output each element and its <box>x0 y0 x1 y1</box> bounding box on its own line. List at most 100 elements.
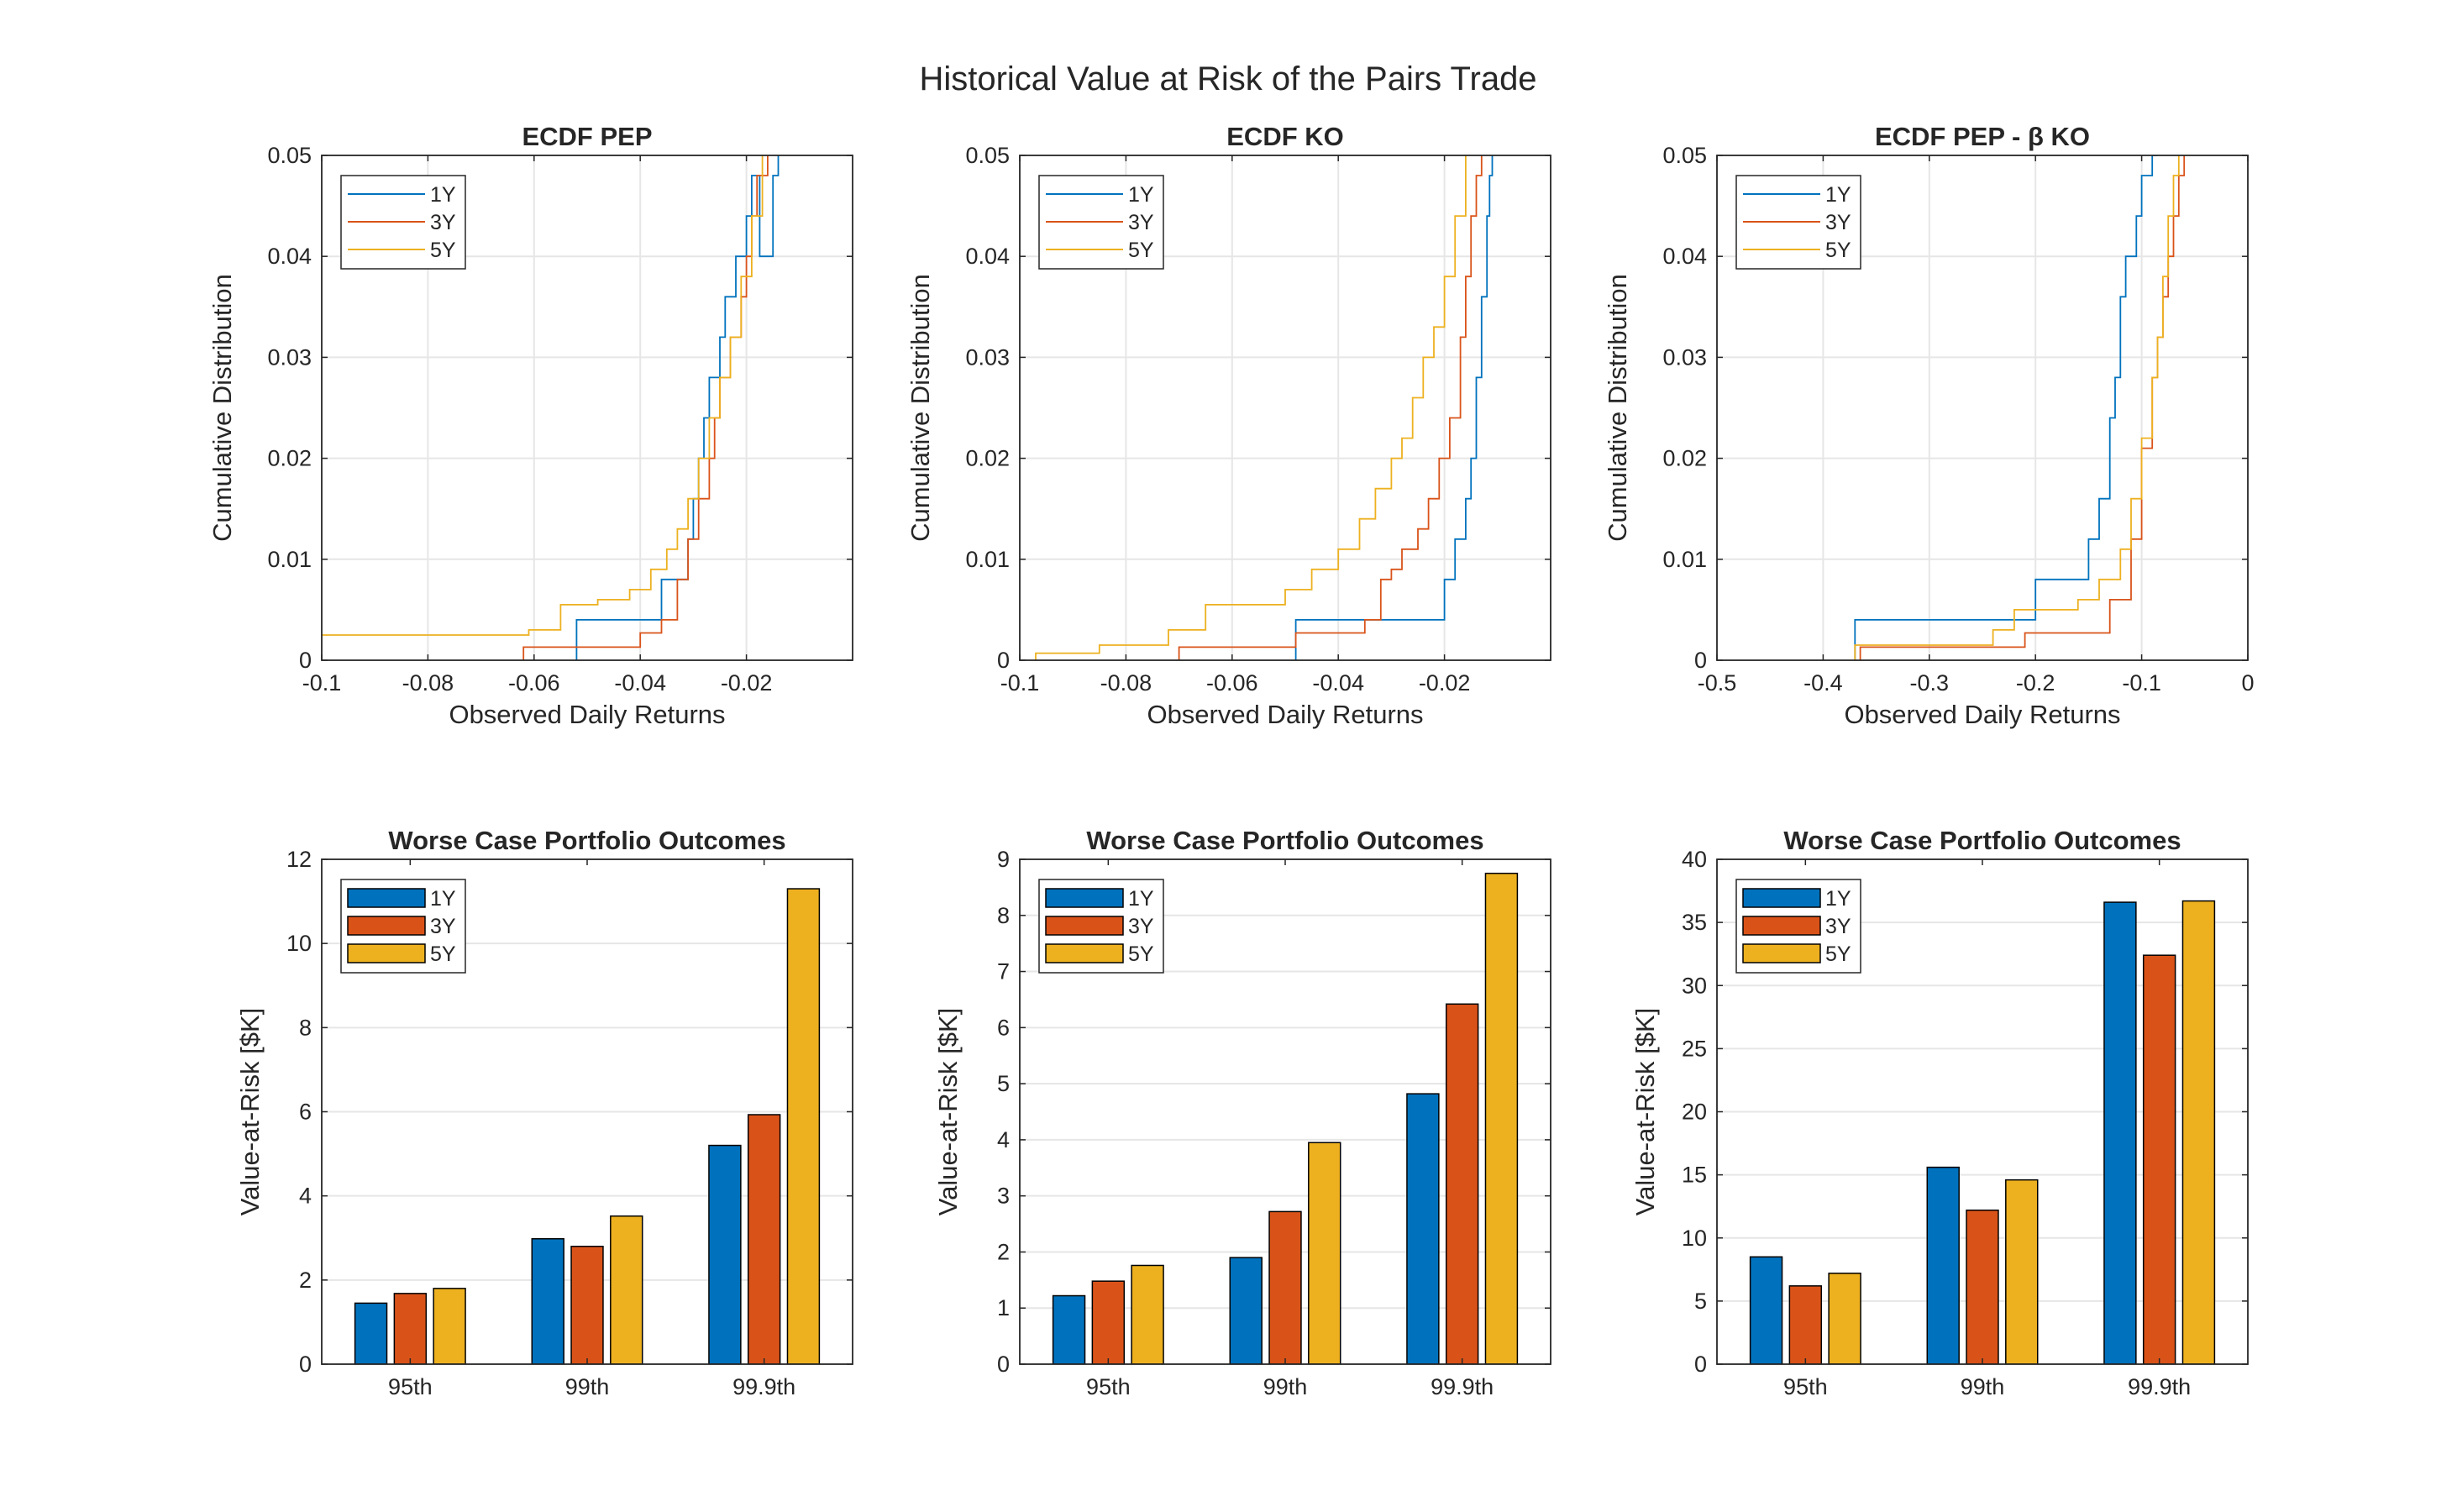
x-tick-label: 99.9th <box>2128 1374 2191 1399</box>
x-tick-label: -0.02 <box>721 670 773 696</box>
axes-box <box>1716 155 2249 661</box>
legend-label-5Y: 5Y <box>1128 239 1154 262</box>
legend-label-1Y: 1Y <box>1825 887 1851 911</box>
bar-3Y-99th <box>1966 1209 1999 1364</box>
bar-1Y-99th <box>1926 1166 1960 1364</box>
y-tick-label: 25 <box>1682 1036 1707 1061</box>
y-tick-label: 0.03 <box>965 344 1010 370</box>
y-tick-label: 2 <box>299 1268 312 1293</box>
y-tick-label: 0 <box>299 1352 312 1377</box>
y-tick-label: 20 <box>1682 1100 1707 1125</box>
legend-label-3Y: 3Y <box>430 915 456 938</box>
subplot-title: ECDF PEP <box>522 122 652 151</box>
x-tick-label: -0.1 <box>1000 670 1040 696</box>
y-tick-label: 0.05 <box>267 143 312 168</box>
y-tick-label: 0.01 <box>965 547 1010 572</box>
data-layer <box>1035 155 1494 660</box>
subplot-title: Worse Case Portfolio Outcomes <box>1783 826 2181 855</box>
ecdf-line-3Y <box>1178 155 1483 660</box>
y-tick-label: 35 <box>1682 910 1707 935</box>
x-tick-label: -0.1 <box>302 670 342 696</box>
x-tick-label: 99th <box>565 1374 610 1399</box>
legend-label-5Y: 5Y <box>430 942 456 966</box>
legend-swatch-5Y <box>1045 943 1124 963</box>
y-tick-label: 0 <box>997 648 1010 673</box>
legend-swatch-5Y <box>347 943 426 963</box>
x-tick-label: -0.2 <box>2016 670 2055 696</box>
y-tick-label: 12 <box>286 847 312 872</box>
legend-swatch-5Y <box>1742 943 1821 963</box>
y-tick-label: 0.05 <box>965 143 1010 168</box>
bar-1Y-99th <box>531 1238 564 1364</box>
y-tick-label: 0.04 <box>965 244 1010 269</box>
legend-label-1Y: 1Y <box>1128 183 1154 207</box>
y-axis-label: Cumulative Distribution <box>1603 274 1632 542</box>
legend-swatch-3Y <box>347 916 426 936</box>
legend-label-3Y: 3Y <box>1128 211 1154 234</box>
subplot-3: -0.5 -0.4 -0.3 -0.2 -0.1 0 0 0.01 0.02 0.03 0.04 0.… <box>1603 122 2255 729</box>
x-axis-label: Observed Daily Returns <box>1844 700 2120 729</box>
legend-label-5Y: 5Y <box>1128 942 1154 966</box>
subplot-6: 95th 99th 99.9th 0 5 10 15 20 25 30 35 40 Worse Case… <box>1630 826 2249 1399</box>
bar-5Y-99th <box>2005 1179 2039 1364</box>
bar-5Y-99.9th <box>786 888 821 1364</box>
y-tick-label: 3 <box>997 1184 1010 1209</box>
ecdf-line-5Y <box>1035 155 1467 660</box>
subplot-2: -0.1 -0.08 -0.06 -0.04 -0.02 0 0.01 0.02 0.03 0.0… <box>906 122 1551 729</box>
y-tick-label: 2 <box>997 1239 1010 1264</box>
y-tick-label: 6 <box>299 1100 312 1125</box>
y-axis-label: Cumulative Distribution <box>906 274 935 542</box>
y-tick-label: 0.02 <box>1662 446 1707 471</box>
x-axis-label: Observed Daily Returns <box>1147 700 1423 729</box>
legend-label-1Y: 1Y <box>1825 183 1851 207</box>
subplot-1: -0.1 -0.08 -0.06 -0.04 -0.02 0 0.01 0.02 0.03 0.0… <box>207 122 853 729</box>
ecdf-line-5Y <box>1854 155 2180 660</box>
legend-swatch-1Y <box>1045 888 1124 908</box>
ecdf-line-5Y <box>322 155 764 636</box>
legend: 1Y 3Y 5Y <box>1735 879 1861 974</box>
bar-1Y-99.9th <box>708 1144 742 1364</box>
y-tick-label: 5 <box>997 1071 1010 1096</box>
legend: 1Y 3Y 5Y <box>1038 879 1164 974</box>
bar-5Y-95th <box>1828 1273 1861 1364</box>
y-tick-label: 10 <box>1682 1226 1707 1251</box>
bar-1Y-99.9th <box>2103 901 2137 1364</box>
figure-title: Historical Value at Risk of the Pairs Tr… <box>919 60 1536 97</box>
y-tick-label: 10 <box>286 931 312 956</box>
subplot-title: ECDF PEP - β KO <box>1875 122 2090 151</box>
bar-3Y-99th <box>1268 1210 1302 1364</box>
legend: 1Y 3Y 5Y <box>1735 175 1861 270</box>
subplot-4: 95th 99th 99.9th 0 2 4 6 8 10 12 Worse Case Portfo… <box>235 826 853 1399</box>
data-layer <box>322 155 780 660</box>
legend-label-3Y: 3Y <box>1825 211 1851 234</box>
bar-1Y-99.9th <box>1406 1093 1440 1364</box>
subplot-title: Worse Case Portfolio Outcomes <box>388 826 785 855</box>
data-layer <box>1854 155 2186 660</box>
y-tick-label: 0 <box>1694 1352 1707 1377</box>
x-tick-label: -0.04 <box>614 670 666 696</box>
y-tick-label: 0.01 <box>267 547 312 572</box>
y-tick-label: 0.03 <box>1662 344 1707 370</box>
x-tick-label: -0.06 <box>508 670 560 696</box>
subplot-5: 95th 99th 99.9th 0 1 2 3 4 5 6 7 8 9 Worse Case Portf… <box>933 826 1551 1399</box>
legend-label-3Y: 3Y <box>430 211 456 234</box>
legend: 1Y 3Y 5Y <box>1038 175 1164 270</box>
bar-5Y-99th <box>610 1215 643 1364</box>
bar-5Y-95th <box>433 1288 466 1364</box>
y-tick-label: 15 <box>1682 1163 1707 1188</box>
y-tick-label: 4 <box>997 1127 1010 1152</box>
y-tick-label: 9 <box>997 847 1010 872</box>
x-tick-label: 99th <box>1961 1374 2005 1399</box>
bar-1Y-95th <box>1749 1256 1783 1364</box>
y-tick-label: 0.02 <box>965 446 1010 471</box>
bar-3Y-95th <box>393 1293 428 1364</box>
legend-label-5Y: 5Y <box>430 239 456 262</box>
y-tick-label: 0 <box>299 648 312 673</box>
axes-box <box>1019 858 1551 1365</box>
legend: 1Y 3Y 5Y <box>340 175 466 270</box>
bar-5Y-99th <box>1308 1142 1341 1364</box>
legend-swatch-1Y <box>347 888 426 908</box>
axes-box <box>1716 858 2249 1365</box>
legend-label-1Y: 1Y <box>430 887 456 911</box>
